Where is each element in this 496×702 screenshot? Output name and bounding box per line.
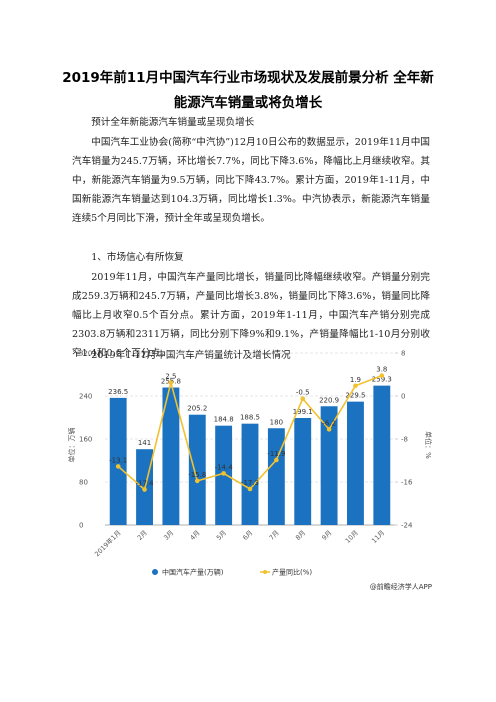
data-label: 2.5 [165,373,176,381]
point [300,396,306,401]
y2-axis-label: 单位：% [424,431,433,459]
point [168,380,174,385]
data-label: -17.4 [135,480,154,488]
x-tick-label: 11月 [370,529,386,545]
x-tick-label: 6月 [241,529,254,542]
x-tick-label: 10月 [344,529,360,545]
bar [320,406,338,525]
y-tick-label: 160 [79,436,92,444]
point [274,457,279,463]
y2-tick-label: 0 [401,393,405,401]
paragraph: 预计全年新能源汽车销量或呈现负增长 [91,117,255,128]
data-label: 205.2 [187,405,207,413]
x-tick-label: 4月 [189,529,202,542]
data-label: -11.9 [267,450,285,458]
legend-label: 产量同比(%) [272,568,312,577]
data-label: 188.5 [240,414,260,422]
data-label: -17.3 [241,479,259,487]
data-label: 1.9 [350,376,361,384]
data-label: 184.8 [214,416,234,424]
point [142,487,147,492]
bar [188,414,206,525]
bar [162,387,180,525]
data-label: 180 [270,418,283,426]
y-axis-label: 单位：万辆 [67,428,76,463]
point [247,486,253,492]
bar [241,423,259,525]
caption: 2019年1-11月中国汽车产销量统计及增长情况 [91,350,291,361]
data-label: -0.5 [296,389,310,397]
paragraph: 2019年11月，中国汽车产量同比增长，销量同比降幅继续收窄。产销量分别完成25… [72,272,430,359]
x-tick-label: 2月 [136,529,149,542]
legend-swatch [152,569,158,575]
data-label: 236.5 [108,388,128,396]
point [115,464,121,469]
data-label: 259.3 [372,376,392,384]
y2-tick-label: -8 [401,436,408,444]
point [221,471,226,476]
x-tick-label: 8月 [294,529,307,542]
x-tick-label: 3月 [162,529,175,542]
title: 2019年前11月中国汽车行业市场现状及发展前景分析 全年新能源汽车销量或将负增… [62,70,434,111]
x-tick-label: 9月 [320,529,333,542]
point [326,427,332,432]
data-label: -13.1 [109,456,127,464]
point [353,383,358,389]
x-tick-label: 2019年1月 [92,528,122,558]
y2-tick-label: -24 [401,522,413,530]
y2-tick-label: 8 [401,350,405,358]
data-label: 3.8 [376,366,387,374]
paragraph: 中国汽车工业协会(简称“中汽协”)12月10日公布的数据显示，2019年11月中… [72,137,430,224]
bar [109,397,127,525]
x-tick-label: 7月 [268,529,281,542]
y2-tick-label: -16 [401,479,413,487]
y-tick-label: 0 [79,522,83,530]
data-label: 199.1 [293,408,313,416]
point [194,478,200,484]
bar [347,401,364,525]
data-label: 141 [138,439,151,447]
chart: 单位：万辆 单位：% @前瞻经济学人APP 080160240320-24-16… [67,350,433,592]
y-tick-label: 240 [79,393,92,401]
point [379,373,385,378]
data-label: 229.5 [345,392,365,400]
y-tick-label: 320 [79,350,92,358]
paragraph: 1、市场信心有所恢复 [91,252,184,263]
data-label: -6.2 [322,419,336,427]
y-tick-label: 80 [79,479,88,487]
legend-swatch [263,570,267,574]
x-tick-label: 5月 [215,529,228,542]
data-label: -15.8 [188,471,206,479]
data-label: -14.4 [215,463,234,471]
bar [267,428,285,525]
bar [294,417,312,525]
bar [373,385,391,525]
legend-label: 中国汽车产量(万辆) [162,568,224,577]
data-label: 220.9 [319,396,339,404]
source: @前瞻经济学人APP [370,582,432,591]
